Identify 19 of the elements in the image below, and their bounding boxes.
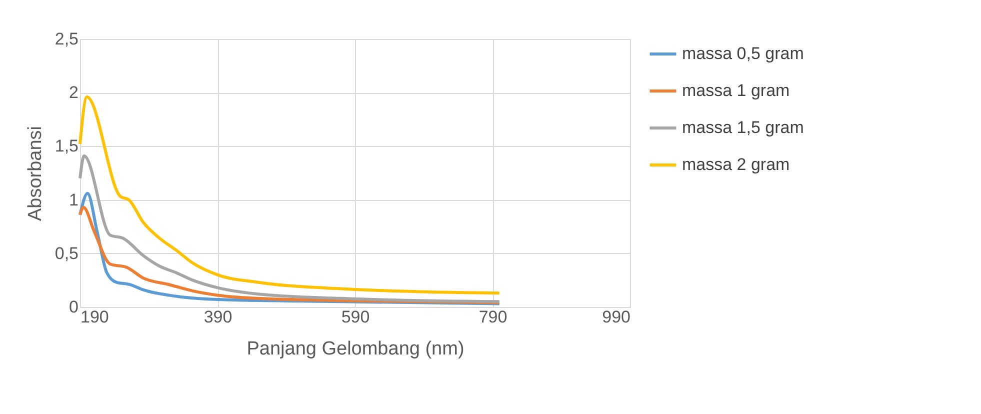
x-tick-label: 390 — [204, 308, 232, 326]
legend-label: massa 1,5 gram — [682, 118, 804, 137]
y-tick-label: 2 — [69, 83, 78, 102]
legend-label: massa 0,5 gram — [682, 44, 804, 63]
legend-label: massa 2 gram — [682, 155, 790, 174]
x-tick-label: 190 — [80, 308, 109, 326]
x-tick-label: 990 — [602, 308, 630, 326]
line-series — [78, 95, 501, 295]
y-axis-title: Absorbansi — [24, 126, 46, 222]
y-tick-label: 1 — [69, 190, 78, 210]
legend-label: massa 1 gram — [682, 81, 790, 100]
x-axis-title: Panjang Gelombang (nm) — [246, 338, 464, 360]
x-tick-label: 790 — [478, 308, 508, 326]
y-tick-label: 0,5 — [54, 244, 78, 263]
y-tick-label: 2,5 — [54, 30, 78, 48]
y-tick-label: 1,5 — [54, 136, 78, 156]
y-tick-label: 0 — [69, 298, 78, 316]
line-series — [78, 154, 501, 304]
x-tick-label: 590 — [341, 308, 370, 326]
